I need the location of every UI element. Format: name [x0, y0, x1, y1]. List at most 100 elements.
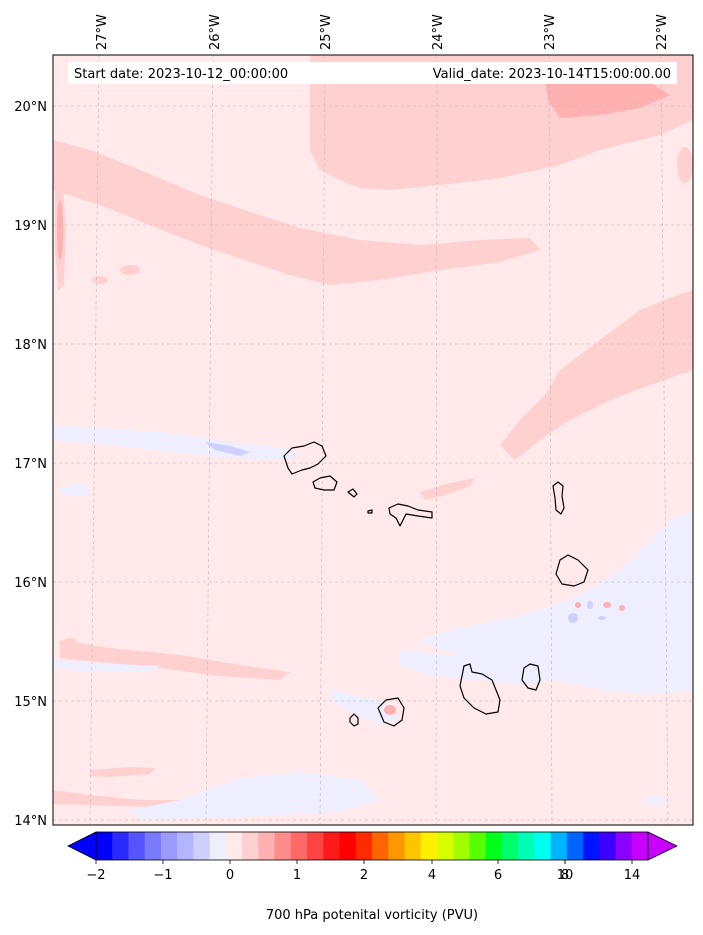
colorbar-segment	[128, 832, 146, 860]
pv-neg-core-1	[205, 442, 250, 456]
colorbar-segment	[339, 832, 357, 860]
colorbar-segment	[258, 832, 276, 860]
island-santo-antao	[283, 441, 327, 475]
pv-band-south-2	[90, 767, 155, 777]
pv-spot-5	[603, 602, 611, 608]
colorbar-segment	[501, 832, 519, 860]
longitude-labels: 27°W 26°W 25°W 24°W 23°W 22°W	[95, 14, 670, 50]
colorbar-segment	[290, 832, 308, 860]
colorbar-tick-label: 14	[624, 868, 641, 883]
colorbar-segment	[274, 832, 292, 860]
colorbar-tick-label: −2	[86, 868, 105, 883]
pv-contours-positive-strong	[57, 75, 670, 260]
colorbar-segment	[485, 832, 503, 860]
pv-neg-band-bottom	[130, 772, 380, 820]
island-sal	[552, 481, 565, 515]
pv-neg-core-3	[587, 601, 593, 609]
colorbar-label: 700 hPa potenital vorticity (PVU)	[266, 908, 478, 923]
pv-core-north	[545, 75, 670, 118]
pv-contours-negative-strong	[205, 442, 606, 623]
colorbar-segments	[96, 832, 649, 860]
colorbar-segment	[225, 832, 243, 860]
colorbar-tick-label: −1	[153, 868, 172, 883]
colorbar-segment	[355, 832, 373, 860]
lat-label-17n: 17°N	[14, 457, 47, 472]
meridian-25w	[319, 55, 326, 825]
pv-neg-band-2	[330, 690, 400, 725]
colorbar-extend-right	[647, 831, 678, 861]
pv-spot-2	[92, 276, 108, 284]
colorbar-segment	[209, 832, 227, 860]
colorbar-segment	[388, 832, 405, 860]
lat-label-14n: 14°N	[14, 814, 47, 829]
colorbar-segment	[615, 832, 633, 860]
colorbar-segment	[193, 832, 211, 860]
colorbar-segment	[242, 832, 259, 860]
pv-band-south-west	[60, 640, 290, 680]
pv-small-positive-spots	[384, 602, 625, 715]
pv-band-east	[500, 290, 693, 460]
island-sao-vicente	[312, 475, 338, 491]
colorbar-segment	[436, 832, 454, 860]
island-sao-nicolau	[388, 503, 433, 527]
start-date-label: Start date: 2023-10-12_00:00:00	[74, 67, 288, 82]
pv-band-diagonal	[53, 140, 540, 285]
lat-label-15n: 15°N	[14, 695, 47, 710]
pv-spot-4	[575, 602, 581, 608]
island-brava	[349, 713, 359, 727]
island-maio	[521, 663, 541, 691]
lon-label-23w: 23°W	[543, 14, 558, 50]
colorbar-segment	[469, 832, 487, 860]
lat-label-19n: 19°N	[14, 219, 47, 234]
lat-label-20n: 20°N	[14, 100, 47, 115]
pv-neg-band-east	[420, 510, 693, 695]
colorbar-tick-label: 10	[557, 868, 574, 883]
pv-neg-spot-1	[60, 484, 90, 496]
meridian-23w	[548, 55, 553, 825]
lat-label-16n: 16°N	[14, 576, 47, 591]
colorbar-tick-label: 4	[428, 868, 436, 883]
colorbar-tick-label: 8	[561, 868, 569, 883]
colorbar-segment	[177, 832, 194, 860]
meridian-22w	[660, 55, 669, 825]
island-santa-luzia	[347, 488, 358, 498]
pv-neg-band-sw	[53, 660, 160, 672]
colorbar-tick-label: 0	[226, 868, 234, 883]
pv-spot-7	[384, 705, 396, 715]
valid-date-label: Valid_date: 2023-10-14T15:00:00.00	[433, 67, 671, 82]
lon-label-24w: 24°W	[431, 14, 446, 50]
colorbar-segment	[583, 832, 600, 860]
pv-core-west-streak	[57, 200, 63, 260]
lon-label-27w: 27°W	[95, 14, 110, 50]
colorbar-tick-label: 6	[494, 868, 502, 883]
pv-neg-spot-2	[645, 795, 665, 805]
island-fogo	[377, 697, 405, 727]
colorbar-frame	[95, 831, 649, 861]
pv-band-central	[420, 478, 475, 500]
pv-neg-core-2	[568, 613, 578, 623]
colorbar-segment	[550, 832, 568, 860]
meridian-24w	[435, 55, 438, 825]
pv-spot-3	[677, 147, 693, 183]
colorbar-segment	[112, 832, 129, 860]
lat-label-18n: 18°N	[14, 338, 47, 353]
header-box	[68, 62, 677, 84]
colorbar-segment	[323, 832, 341, 860]
lon-label-26w: 26°W	[208, 14, 223, 50]
colorbar-segment	[599, 832, 617, 860]
pv-neg-band-south	[400, 650, 560, 685]
pv-neg-core-4	[598, 616, 606, 620]
island-boa-vista	[555, 554, 589, 587]
colorbar-segment	[453, 832, 470, 860]
gridlines	[53, 55, 693, 825]
pv-spot-west	[62, 638, 78, 652]
colorbar-segment	[96, 832, 113, 860]
island-branco	[367, 509, 373, 514]
colorbar-segment	[372, 832, 389, 860]
colorbar-segment	[420, 832, 438, 860]
colorbar-tick-label: 1	[293, 868, 301, 883]
colorbar-segment	[518, 832, 535, 860]
island-outlines	[283, 441, 589, 727]
lon-label-25w: 25°W	[319, 14, 334, 50]
